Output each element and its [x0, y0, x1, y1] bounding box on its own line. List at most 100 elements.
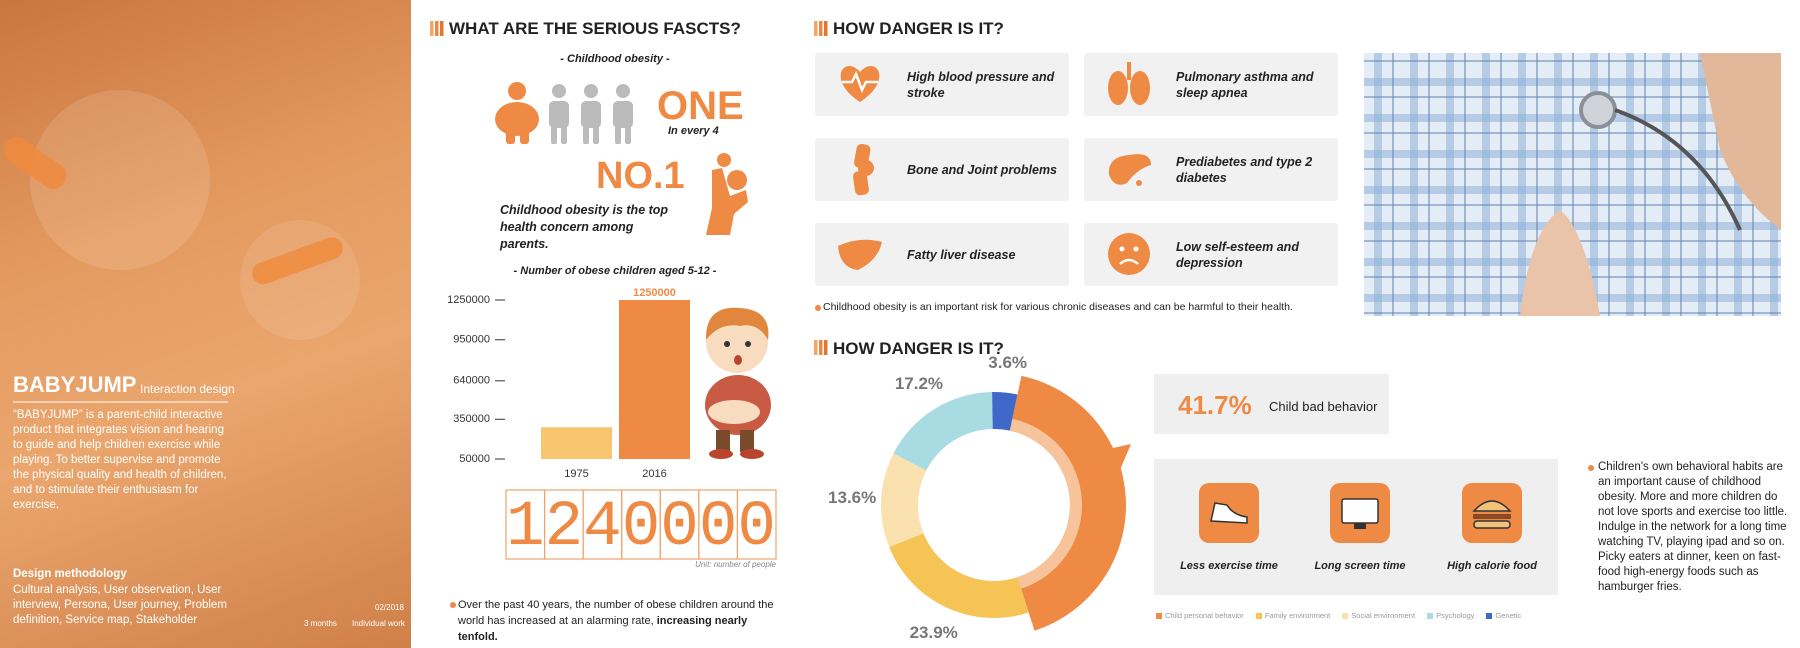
person-icon [549, 101, 569, 128]
pie-highlight [1009, 418, 1083, 589]
person-icon [581, 101, 601, 128]
factor-icon [1472, 500, 1512, 512]
pie-slice [893, 392, 993, 471]
boy-leg [716, 430, 730, 452]
section-title: WHAT ARE THE SERIOUS FASCTS? [449, 19, 741, 38]
card-icon [858, 160, 874, 176]
card-icon [1119, 258, 1139, 265]
card [1084, 223, 1338, 286]
factor-icon-bg [1462, 483, 1522, 543]
legend-item: Child personal behavior [1156, 611, 1244, 620]
legend: Child personal behavior Family environmen… [1156, 611, 1521, 620]
hero-glow [30, 90, 210, 270]
section-subtitle: - Childhood obesity - [560, 53, 670, 65]
legend-item: Psychology [1427, 611, 1474, 620]
legend-swatch [1427, 612, 1434, 619]
rank-big: NO.1 [596, 155, 685, 197]
legend-label: Family environment [1264, 611, 1331, 620]
hero-image [0, 0, 411, 648]
y-tick-label: 640000 [453, 375, 490, 387]
header-icon [819, 340, 823, 355]
factor-label: High calorie food [1447, 560, 1537, 572]
legend-swatch [1255, 612, 1262, 619]
methodology-title: Design methodology [13, 568, 127, 580]
boy-eye [745, 341, 751, 347]
header-icon [819, 21, 823, 36]
factor-icon [1341, 498, 1379, 524]
hero-toy [252, 237, 343, 285]
card-icon [1119, 246, 1125, 252]
callout-value: 41.7% [1178, 390, 1252, 420]
duration: 3 months [304, 619, 337, 628]
boy-belly [708, 400, 760, 424]
card-text: High blood pressure and stroke [907, 69, 1055, 100]
ratio-big: ONE [657, 84, 744, 128]
factor-label: Long screen time [1314, 560, 1405, 572]
value-label: 1250000 [633, 287, 676, 299]
person-icon [508, 82, 526, 100]
card-text: Pulmonary asthma and sleep apnea [1176, 69, 1314, 100]
legend-label: Genetic [1495, 611, 1522, 620]
boy-shoe [709, 449, 733, 459]
person-icon [506, 128, 515, 144]
header-icon [824, 340, 828, 355]
boy-shoe [740, 449, 764, 459]
factor-icon [1210, 502, 1248, 524]
photo-tube [1614, 108, 1742, 231]
y-tick-label: 950000 [453, 334, 490, 346]
card [815, 138, 1069, 201]
header-icon [824, 21, 828, 36]
legend-item: Family environment [1255, 611, 1331, 620]
counter-value: 1240000 [506, 491, 776, 564]
card-text: Bone and Joint problems [907, 162, 1058, 177]
pie-label: 3.6% [988, 353, 1027, 372]
chart-title: - Number of obese children aged 5-12 - [513, 265, 717, 277]
person-icon [616, 84, 630, 98]
y-tick-label: 50000 [459, 453, 490, 465]
card-text: Prediabetes and type 2 diabetes [1176, 154, 1313, 185]
header-icon [440, 21, 444, 36]
legend-label: Psychology [1436, 611, 1475, 620]
rank-text: Childhood obesity is the top health conc… [500, 203, 669, 251]
facts-note: Over the past 40 years, the number of ob… [458, 597, 788, 645]
project-title: BABYJUMP [13, 372, 137, 397]
work-type: Individual work [352, 619, 405, 628]
note-bold: increasing nearly tenfold. [458, 615, 748, 643]
card-icon [1136, 180, 1142, 186]
card-icon [1108, 233, 1150, 275]
factor-icon [1473, 520, 1511, 529]
photo-skin [1520, 210, 1600, 316]
project-subtitle: Interaction design [140, 382, 235, 396]
card [815, 223, 1069, 286]
pie-label: 13.6% [828, 488, 876, 507]
boy-leg [740, 430, 754, 452]
parent-icon [717, 153, 731, 167]
header-icon [435, 21, 439, 36]
bar [619, 300, 690, 459]
photo-arm [1700, 53, 1781, 230]
boy-mouth [734, 355, 742, 365]
photo-stethoscope [1579, 91, 1617, 129]
card [815, 53, 1069, 116]
person-icon [583, 126, 589, 144]
bullet [450, 602, 456, 608]
person-icon [625, 126, 631, 144]
card-icon [1130, 71, 1150, 105]
card-icon [853, 170, 869, 196]
person-icon [593, 126, 599, 144]
legend-label: Social environment [1351, 611, 1416, 620]
pie-slice [992, 392, 1018, 431]
boy-hair [705, 307, 769, 340]
card [1084, 53, 1338, 116]
person-icon [495, 102, 539, 136]
project-description: “BABYJUMP” is a parent-child interactive… [13, 409, 227, 511]
card-icon [1108, 154, 1151, 185]
header-icon [430, 21, 434, 36]
note-text: Over the past 40 years, the number of ob… [458, 599, 774, 627]
hero-toy [3, 136, 67, 190]
pie-slice [889, 533, 1029, 618]
header-icon [814, 21, 818, 36]
pie-pointer [1109, 443, 1132, 475]
